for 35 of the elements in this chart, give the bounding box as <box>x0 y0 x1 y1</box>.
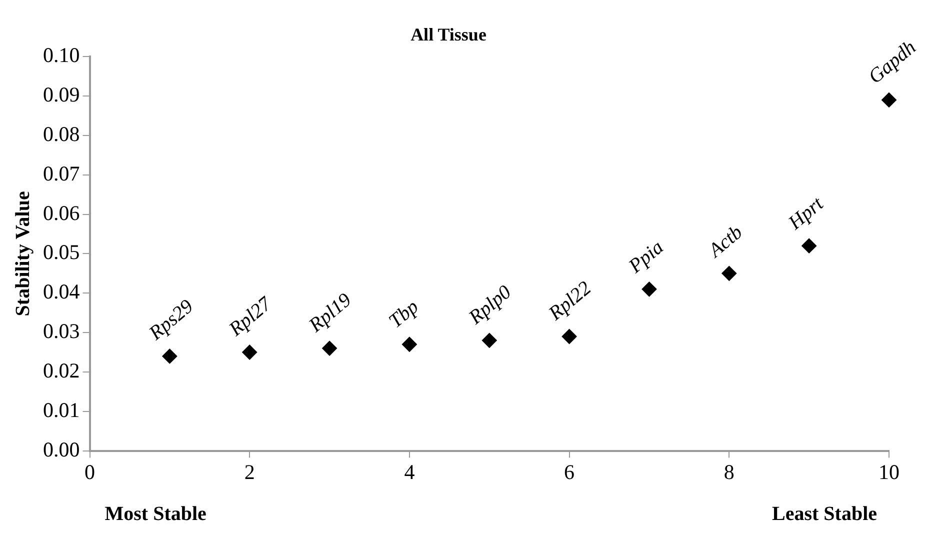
annotation: Tbp <box>384 296 423 333</box>
text: Most Stable <box>104 503 207 525</box>
x-tick-label: 4 <box>404 460 416 484</box>
x-tick-label: 0 <box>84 460 95 484</box>
y-tick-label: 0.08 <box>43 122 80 146</box>
y-tick-label: 0.05 <box>43 240 80 264</box>
point <box>402 336 417 352</box>
y-tick-label: 0.10 <box>43 43 80 68</box>
y-tick-label: 0.00 <box>43 437 80 462</box>
point <box>162 348 178 364</box>
y-tick-label: 0.09 <box>43 82 80 107</box>
point <box>722 266 737 281</box>
y-tick-label: 0.01 <box>43 398 80 422</box>
y-tick-label: 0.04 <box>43 280 80 304</box>
x-tick-label: 2 <box>244 460 255 484</box>
point <box>242 344 258 360</box>
annotation: Hprt <box>784 192 828 235</box>
x-tick-label: 8 <box>724 460 734 484</box>
point <box>642 282 657 297</box>
annotation: Actb <box>703 221 747 263</box>
x-tick-label: 10 <box>878 460 900 484</box>
point <box>882 92 896 108</box>
y-tick-label: 0.03 <box>43 319 80 344</box>
text: Least Stable <box>772 503 878 525</box>
point <box>482 332 497 348</box>
annotation: Ppia <box>624 236 668 278</box>
chart-title: All Tissue <box>410 24 486 44</box>
y-tick-label: 0.07 <box>43 161 80 186</box>
point <box>322 340 338 356</box>
y-tick-label: 0.02 <box>43 358 80 382</box>
y-tick-label: 0.06 <box>43 200 80 225</box>
x-tick-label: 6 <box>564 460 575 484</box>
point <box>802 238 817 254</box>
point <box>562 328 577 344</box>
y-axis-title: Stability Value <box>12 191 34 316</box>
